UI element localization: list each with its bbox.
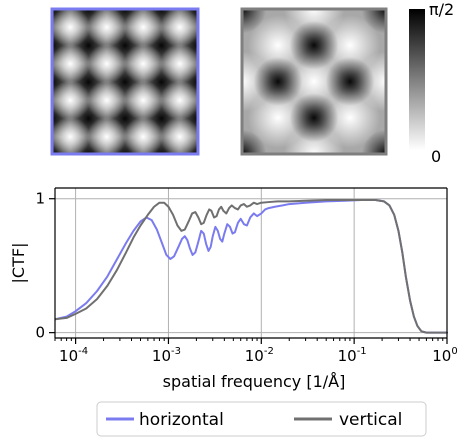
colorbar-min-label: 0 bbox=[431, 147, 441, 166]
horizontal-pattern-light-spot bbox=[86, 43, 127, 84]
x-tick-label: 10-4 bbox=[59, 346, 88, 365]
horizontal-pattern-light-spot bbox=[52, 116, 91, 154]
x-tick-labels: 10-4 10-3 10-2 10-1 100 bbox=[59, 346, 458, 365]
vertical-pattern-dark-spot bbox=[325, 57, 375, 106]
series-layer bbox=[55, 199, 448, 334]
vertical-pattern-dark-spot bbox=[289, 20, 339, 70]
horizontal-pattern-light-spot bbox=[159, 80, 198, 121]
vertical-pattern-frame bbox=[240, 7, 388, 156]
y-tick-label: 1 bbox=[35, 190, 45, 208]
ctf-plot: 10-4 10-3 10-2 10-1 100 01 spatial frequency… bbox=[9, 187, 458, 391]
x-tick-label: 10-3 bbox=[152, 346, 181, 365]
legend-label-horizontal: horizontal bbox=[139, 410, 224, 430]
vertical-pattern-dark-spot bbox=[361, 9, 386, 34]
horizontal-pattern-light-spot bbox=[86, 80, 127, 121]
horizontal-pattern-light-spot bbox=[86, 116, 127, 154]
x-tick-label: 100 bbox=[432, 346, 457, 365]
colorbar-max-label: π/2 bbox=[429, 0, 454, 19]
horizontal-pattern-panel bbox=[50, 7, 200, 156]
horizontal-pattern-light-spot bbox=[52, 80, 91, 121]
horizontal-pattern-light-spot bbox=[159, 9, 198, 48]
series-line-vertical bbox=[55, 199, 448, 334]
vertical-pattern-dark-spot bbox=[289, 93, 339, 143]
horizontal-pattern-light-spot bbox=[52, 43, 91, 84]
legend-box bbox=[96, 401, 427, 437]
vertical-pattern-image bbox=[242, 9, 386, 154]
vertical-pattern-dark-spot bbox=[361, 129, 386, 154]
x-axis-label: spatial frequency [1/Å] bbox=[163, 372, 346, 391]
vertical-pattern-dark-spot bbox=[242, 9, 267, 34]
horizontal-pattern-light-spot bbox=[123, 9, 164, 48]
axes-layer bbox=[49, 187, 448, 344]
x-tick-label: 10-1 bbox=[338, 346, 367, 365]
y-tick-labels: 01 bbox=[35, 190, 45, 342]
x-tick-label: 10-2 bbox=[245, 346, 274, 365]
vertical-pattern-dark-spot bbox=[253, 57, 303, 106]
legend-label-vertical: vertical bbox=[339, 410, 402, 430]
colorbar: π/2 0 bbox=[409, 0, 454, 166]
series-line-horizontal bbox=[55, 199, 448, 334]
y-tick-label: 0 bbox=[35, 324, 45, 342]
colorbar-gradient bbox=[409, 9, 425, 150]
horizontal-pattern-image bbox=[52, 9, 198, 154]
horizontal-pattern-light-spot bbox=[159, 116, 198, 154]
horizontal-pattern-light-spot bbox=[159, 43, 198, 84]
horizontal-pattern-frame bbox=[50, 7, 200, 156]
vertical-pattern-dark-spot bbox=[242, 129, 267, 154]
y-axis-label: |CTF| bbox=[9, 243, 28, 284]
horizontal-pattern-light-spot bbox=[52, 9, 91, 48]
vertical-pattern-panel bbox=[240, 7, 388, 156]
horizontal-pattern-light-spot bbox=[123, 116, 164, 154]
horizontal-pattern-light-spot bbox=[86, 9, 127, 48]
horizontal-pattern-light-spot bbox=[123, 80, 164, 121]
legend: horizontal vertical bbox=[96, 401, 427, 437]
horizontal-pattern-light-spot bbox=[123, 43, 164, 84]
vertical-pattern-light-spot bbox=[283, 51, 345, 112]
